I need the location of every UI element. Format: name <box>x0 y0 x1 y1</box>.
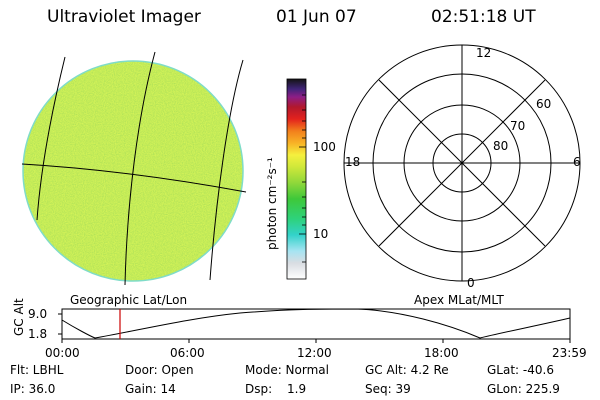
status-filter: Flt: LBHL <box>10 363 64 377</box>
time-label: 02:51:18 UT <box>431 7 536 27</box>
lat-label-80: 80 <box>493 139 509 153</box>
altitude-plot <box>58 308 571 343</box>
status-door: Door: Open <box>125 363 194 377</box>
time-tick-0600: 06:00 <box>170 346 205 360</box>
mlt-label-18: 18 <box>345 155 361 169</box>
altitude-ytick-max: 9.0 <box>28 307 48 321</box>
mlt-label-12: 12 <box>476 46 492 60</box>
status-glat: GLat: -40.6 <box>487 363 554 377</box>
mlt-label-6: 6 <box>573 155 581 169</box>
apex-caption: Apex MLat/MLT <box>414 293 504 307</box>
altitude-curve <box>61 308 571 339</box>
status-glon: GLon: 225.9 <box>487 382 560 396</box>
status-dsp-label: Dsp: <box>245 382 273 396</box>
status-dsp-value: 1.9 <box>287 382 307 396</box>
status-ip: IP: 36.0 <box>10 382 56 396</box>
geographic-grid <box>21 51 247 286</box>
date-label: 01 Jun 07 <box>276 7 357 27</box>
colorbar <box>286 78 307 280</box>
altitude-ytick-min: 1.8 <box>28 327 48 341</box>
time-tick-2359: 23:59 <box>552 346 587 360</box>
polar-plot <box>343 44 581 282</box>
colorbar-unit-label: photon cm⁻²s⁻¹ <box>265 157 279 250</box>
status-gain: Gain: 14 <box>125 382 176 396</box>
status-mode: Mode: Normal <box>245 363 329 377</box>
colorbar-tick-100: 100 <box>313 140 336 154</box>
instrument-title: Ultraviolet Imager <box>47 7 201 27</box>
status-seq: Seq: 39 <box>365 382 411 396</box>
altitude-ylabel: GC Alt <box>12 298 26 336</box>
geographic-caption: Geographic Lat/Lon <box>70 293 188 307</box>
lat-label-70: 70 <box>510 119 526 133</box>
colorbar-tick-10: 10 <box>313 227 329 241</box>
time-tick-0000: 00:00 <box>45 346 80 360</box>
status-alt: GC Alt: 4.2 Re <box>365 363 449 377</box>
time-tick-1800: 18:00 <box>424 346 459 360</box>
time-tick-1200: 12:00 <box>297 346 332 360</box>
lat-label-60: 60 <box>536 97 552 111</box>
mlt-label-0: 0 <box>467 276 475 290</box>
